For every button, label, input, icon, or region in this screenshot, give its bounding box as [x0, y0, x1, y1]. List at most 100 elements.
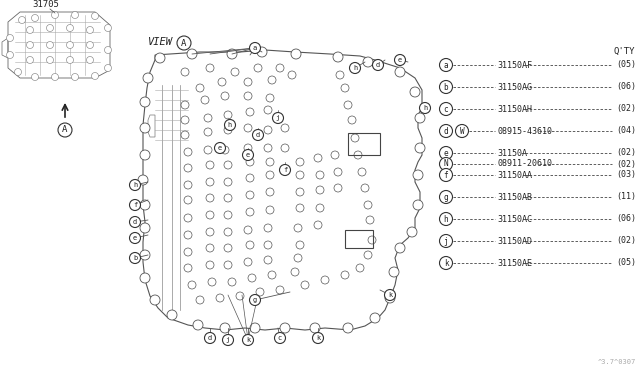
- Circle shape: [221, 92, 229, 100]
- Circle shape: [47, 57, 54, 64]
- Circle shape: [51, 74, 58, 80]
- Circle shape: [31, 15, 38, 22]
- Circle shape: [224, 178, 232, 186]
- Text: g: g: [253, 297, 257, 303]
- Circle shape: [193, 320, 203, 330]
- Text: h: h: [423, 105, 427, 111]
- Circle shape: [228, 278, 236, 286]
- Text: (02): (02): [616, 160, 636, 169]
- Circle shape: [246, 241, 254, 249]
- Circle shape: [331, 151, 339, 159]
- Circle shape: [440, 103, 452, 115]
- Circle shape: [281, 144, 289, 152]
- Circle shape: [264, 241, 272, 249]
- Circle shape: [140, 250, 150, 260]
- Circle shape: [385, 289, 396, 301]
- Text: 31150A: 31150A: [497, 148, 527, 157]
- Circle shape: [47, 42, 54, 48]
- Text: a: a: [253, 45, 257, 51]
- Text: k: k: [388, 292, 392, 298]
- Circle shape: [236, 292, 244, 300]
- Text: h: h: [133, 182, 137, 188]
- Text: d: d: [208, 335, 212, 341]
- Circle shape: [291, 49, 301, 59]
- Circle shape: [244, 78, 252, 86]
- Circle shape: [314, 154, 322, 162]
- Circle shape: [389, 267, 399, 277]
- Circle shape: [224, 161, 232, 169]
- Circle shape: [316, 186, 324, 194]
- Circle shape: [72, 12, 79, 19]
- Circle shape: [26, 57, 33, 64]
- Circle shape: [140, 200, 150, 210]
- Circle shape: [336, 71, 344, 79]
- Circle shape: [363, 57, 373, 67]
- Circle shape: [361, 184, 369, 192]
- Text: (02): (02): [616, 148, 636, 157]
- Text: g: g: [444, 192, 448, 202]
- Circle shape: [208, 278, 216, 286]
- Text: c: c: [444, 105, 448, 113]
- Circle shape: [394, 55, 406, 65]
- Text: e: e: [218, 145, 222, 151]
- Circle shape: [256, 288, 264, 296]
- Circle shape: [181, 131, 189, 139]
- Circle shape: [187, 49, 197, 59]
- Circle shape: [440, 257, 452, 269]
- Circle shape: [395, 243, 405, 253]
- Circle shape: [138, 175, 148, 185]
- Circle shape: [415, 113, 425, 123]
- Text: 31150AA: 31150AA: [497, 170, 532, 180]
- Circle shape: [407, 227, 417, 237]
- Circle shape: [316, 204, 324, 212]
- Circle shape: [51, 12, 58, 19]
- Circle shape: [349, 62, 360, 74]
- Circle shape: [334, 184, 342, 192]
- Circle shape: [155, 53, 165, 63]
- Circle shape: [140, 123, 150, 133]
- Circle shape: [296, 171, 304, 179]
- Circle shape: [440, 190, 452, 203]
- Circle shape: [196, 296, 204, 304]
- Circle shape: [395, 67, 405, 77]
- Circle shape: [225, 119, 236, 131]
- Text: 31705: 31705: [32, 0, 59, 9]
- Text: k: k: [444, 259, 448, 267]
- Text: f: f: [283, 167, 287, 173]
- Circle shape: [419, 103, 431, 113]
- Circle shape: [415, 143, 425, 153]
- Circle shape: [86, 57, 93, 64]
- Circle shape: [224, 211, 232, 219]
- Circle shape: [47, 25, 54, 32]
- Circle shape: [205, 333, 216, 343]
- Circle shape: [184, 248, 192, 256]
- Circle shape: [254, 64, 262, 72]
- Circle shape: [244, 124, 252, 132]
- Circle shape: [341, 84, 349, 92]
- Circle shape: [266, 94, 274, 102]
- Circle shape: [364, 251, 372, 259]
- Circle shape: [104, 64, 111, 71]
- Circle shape: [264, 256, 272, 264]
- Circle shape: [184, 264, 192, 272]
- Circle shape: [268, 271, 276, 279]
- Circle shape: [201, 96, 209, 104]
- Circle shape: [181, 116, 189, 124]
- Circle shape: [227, 49, 237, 59]
- Circle shape: [6, 51, 13, 58]
- Circle shape: [294, 254, 302, 262]
- Text: A: A: [62, 125, 68, 135]
- Circle shape: [224, 261, 232, 269]
- Circle shape: [276, 64, 284, 72]
- Text: 31150AE: 31150AE: [497, 259, 532, 267]
- Circle shape: [104, 25, 111, 32]
- Circle shape: [266, 171, 274, 179]
- Circle shape: [206, 64, 214, 72]
- Circle shape: [244, 258, 252, 266]
- Circle shape: [67, 42, 74, 48]
- Circle shape: [129, 180, 141, 190]
- Circle shape: [246, 158, 254, 166]
- Circle shape: [129, 199, 141, 211]
- Circle shape: [140, 150, 150, 160]
- Text: N: N: [444, 160, 448, 169]
